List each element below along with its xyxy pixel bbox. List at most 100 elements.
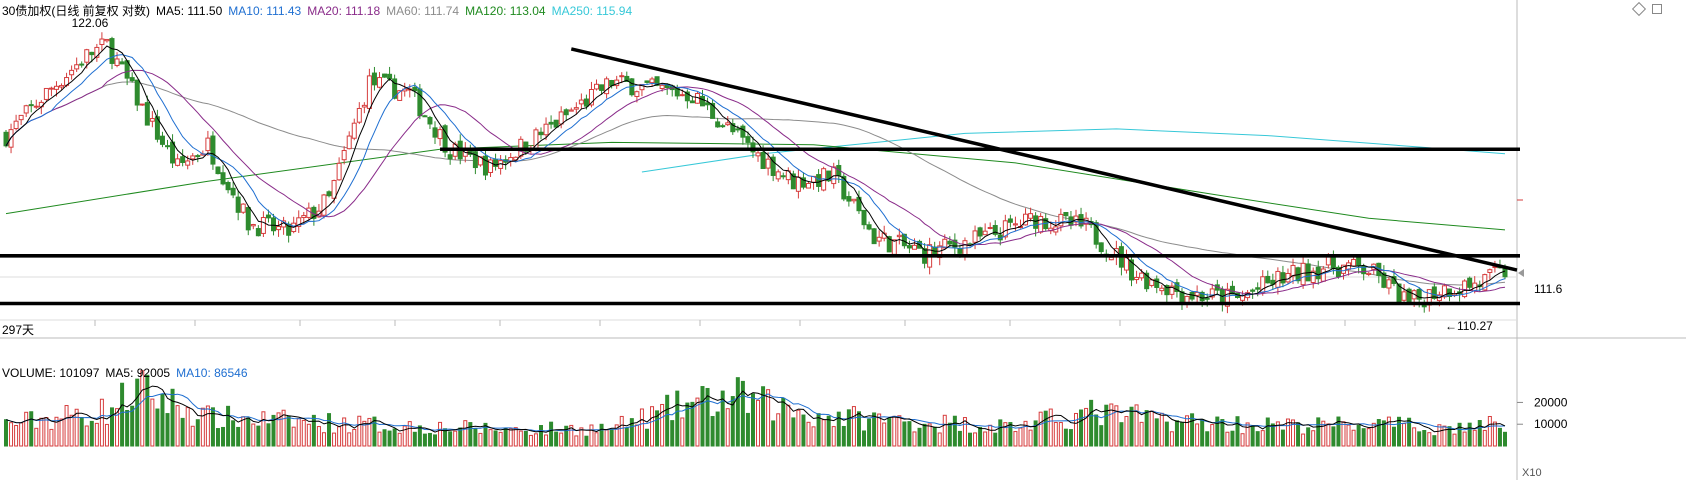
- volume-bar-3: [19, 422, 24, 447]
- volume-bar-189: [957, 430, 962, 447]
- volume-bar-203: [1028, 429, 1033, 447]
- volume-bar-188: [952, 415, 957, 447]
- volume-bar-282: [1427, 432, 1432, 447]
- volume-bar-124: [629, 418, 634, 447]
- volume-bar-293: [1482, 429, 1487, 447]
- volume-bar-216: [1094, 414, 1099, 447]
- candle-body-107: [543, 123, 549, 136]
- volume-bar-175: [887, 418, 892, 447]
- volume-bar-91: [463, 420, 468, 447]
- candle-body-202: [1023, 213, 1029, 226]
- ma-indicator-5: MA250: 115.94: [551, 4, 633, 18]
- volume-bar-128: [650, 406, 655, 447]
- candle-body-249: [1260, 276, 1266, 294]
- volume-bar-70: [357, 415, 362, 447]
- volume-bar-67: [342, 417, 347, 447]
- volume-bar-64: [327, 413, 332, 447]
- volume-bar-157: [796, 409, 801, 447]
- volume-bar-61: [311, 414, 316, 447]
- candle-body-186: [942, 238, 948, 249]
- candle-body-54: [276, 225, 282, 231]
- candle-body-232: [1174, 282, 1180, 292]
- maximize-icon[interactable]: [1652, 4, 1662, 14]
- volume-bar-173: [877, 413, 882, 447]
- volume-bar-178: [902, 421, 907, 447]
- candle-body-6: [33, 105, 39, 108]
- volume-bar-86: [438, 421, 443, 447]
- ma-indicator-4: MA120: 113.04: [465, 4, 546, 18]
- volume-bar-255: [1291, 419, 1296, 447]
- candle-body-268: [1356, 256, 1362, 267]
- volume-bar-28: [145, 374, 150, 447]
- candle-body-270: [1366, 272, 1372, 275]
- volume-bar-57: [291, 426, 296, 447]
- volume-bar-254: [1285, 418, 1290, 447]
- candle-body-129: [654, 76, 660, 86]
- volume-bar-88: [448, 431, 453, 447]
- candle-body-263: [1330, 256, 1336, 269]
- volume-bar-114: [579, 427, 584, 447]
- candle-body-2: [13, 120, 19, 130]
- candle-body-247: [1250, 289, 1256, 292]
- volume-bar-21: [109, 407, 114, 447]
- volume-bar-170: [862, 430, 867, 447]
- candle-body-260: [1315, 266, 1321, 280]
- candle-body-73: [371, 72, 377, 86]
- volume-bar-100: [508, 428, 513, 447]
- volume-bar-240: [1215, 416, 1220, 447]
- volume-bar-145: [735, 377, 740, 447]
- volume-bar-45: [231, 420, 236, 447]
- candle-body-212: [1073, 215, 1079, 223]
- candle-body-116: [588, 88, 594, 106]
- candle-body-193: [977, 227, 983, 237]
- volume-bar-236: [1195, 423, 1200, 447]
- candle-body-86: [437, 129, 443, 140]
- candle-body-195: [987, 227, 993, 230]
- candle-body-289: [1462, 280, 1468, 298]
- low-price-label: ←110.27: [1445, 319, 1493, 333]
- volume-bar-166: [841, 425, 846, 447]
- volume-bar-278: [1407, 417, 1412, 447]
- volume-header: VOLUME: 101097 MA5: 92005 MA10: 86546: [2, 366, 260, 380]
- volume-bar-38: [195, 419, 200, 447]
- candle-body-66: [336, 162, 342, 181]
- volume-bar-268: [1356, 424, 1361, 447]
- candle-body-224: [1134, 276, 1140, 281]
- volume-bar-95: [483, 422, 488, 447]
- volume-bar-219: [1109, 403, 1114, 447]
- candle-body-60: [306, 207, 312, 218]
- candle-body-194: [982, 230, 988, 236]
- candle-body-45: [230, 187, 236, 196]
- volume-bar-181: [917, 427, 922, 447]
- volume-bar-294: [1487, 415, 1492, 447]
- candle-body-139: [705, 102, 711, 106]
- volume-bar-253: [1280, 429, 1285, 447]
- candle-body-173: [876, 236, 882, 242]
- volume-ma10-line: [5, 393, 1506, 432]
- volume-bar-85: [433, 434, 438, 447]
- volume-bar-31: [160, 393, 165, 447]
- volume-bar-34: [175, 405, 180, 447]
- volume-bar-267: [1351, 429, 1356, 447]
- volume-bar-97: [493, 430, 498, 447]
- volume-bar-141: [715, 411, 720, 447]
- volume-bar-245: [1240, 433, 1245, 447]
- volume-bar-196: [993, 432, 998, 447]
- volume-bar-183: [927, 423, 932, 447]
- volume-bar-224: [1134, 404, 1139, 447]
- volume-bar-225: [1139, 421, 1144, 447]
- candle-body-59: [301, 215, 307, 219]
- volume-bar-39: [200, 407, 205, 447]
- volume-bar-134: [680, 417, 685, 447]
- candle-body-147: [745, 136, 751, 143]
- candle-body-192: [972, 230, 978, 243]
- volume-bar-206: [1043, 410, 1048, 447]
- volume-bar-283: [1432, 435, 1437, 447]
- candle-body-175: [886, 236, 892, 253]
- volume-bar-11: [59, 418, 64, 447]
- candle-body-145: [735, 128, 741, 131]
- volume-bar-222: [1124, 416, 1129, 447]
- volume-bar-116: [589, 424, 594, 447]
- volume-bar-132: [670, 420, 675, 447]
